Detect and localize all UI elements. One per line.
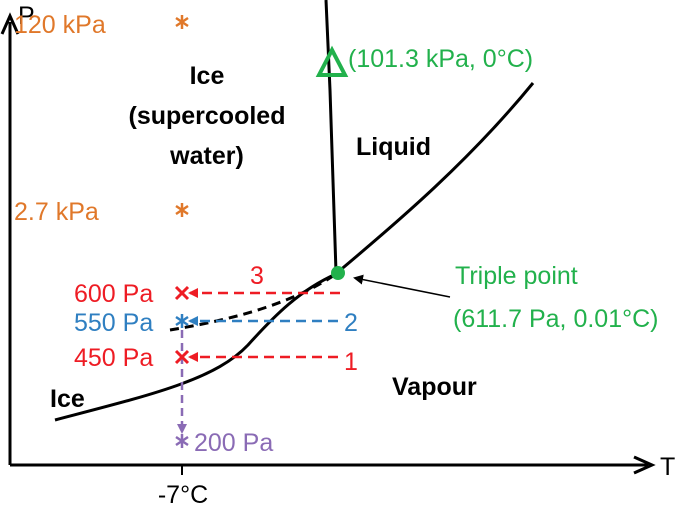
triple-point-title: Triple point [455, 262, 578, 290]
asterisk-2-7kpa-icon [175, 203, 189, 217]
region-vapour: Vapour [392, 373, 477, 401]
x-tick-label: -7°C [158, 481, 208, 507]
label-2-7kpa: 2.7 kPa [14, 198, 99, 226]
asterisk-120kpa-icon [175, 15, 189, 29]
melting-curve [324, 0, 338, 273]
cross-450-icon [174, 349, 190, 365]
vaporization-curve [337, 82, 535, 274]
label-550pa: 550 Pa [74, 309, 153, 337]
label-450pa: 450 Pa [74, 344, 153, 372]
region-supercooled: (supercooled [129, 102, 286, 130]
x-axis-label: T [660, 453, 675, 481]
ref-point-label: (101.3 kPa, 0°C) [348, 45, 533, 73]
label-600pa: 600 Pa [74, 280, 153, 308]
region-ice-top: Ice [190, 62, 225, 90]
triple-point-coords: (611.7 Pa, 0.01°C) [453, 305, 658, 333]
supercooled-vapour-curve [169, 272, 337, 332]
asterisk-200-icon [175, 434, 189, 448]
path-number-2: 2 [344, 309, 358, 337]
triple-point-pointer [353, 274, 451, 298]
y-axis-label: P [18, 2, 35, 30]
cross-600-icon [174, 285, 190, 301]
path-number-3: 3 [250, 262, 264, 290]
ref-point-triangle-icon [315, 45, 349, 77]
x-axis-arrowhead [633, 455, 656, 475]
region-water: water) [169, 142, 244, 170]
asterisk-550-icon [175, 314, 189, 328]
region-liquid: Liquid [356, 133, 431, 161]
region-ice-bottom: Ice [50, 385, 85, 413]
triple-point-marker [331, 266, 345, 280]
path-number-1: 1 [344, 348, 358, 376]
label-120kpa: 120 kPa [14, 11, 106, 39]
label-200pa: 200 Pa [194, 429, 273, 457]
y-axis-arrowhead [0, 12, 20, 35]
